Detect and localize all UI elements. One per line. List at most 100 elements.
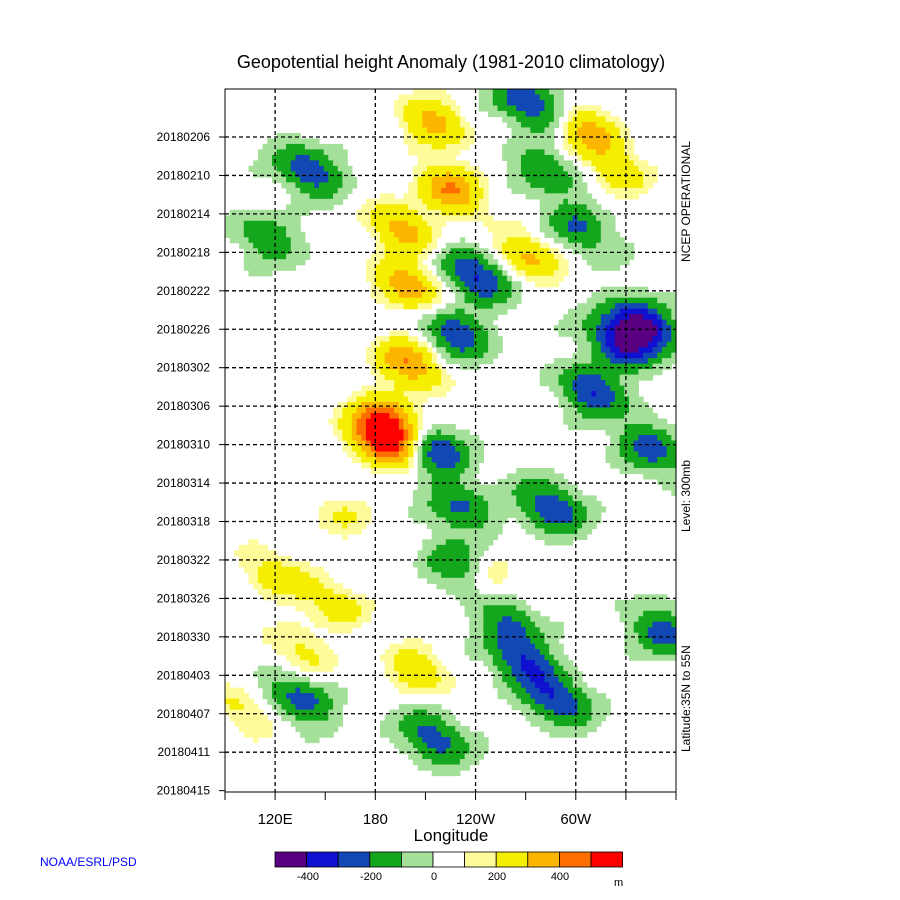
field-cell	[530, 193, 536, 200]
field-cell	[643, 187, 649, 194]
field-cell	[229, 704, 235, 711]
field-cell	[577, 231, 583, 238]
field-cell	[563, 215, 569, 222]
field-cell	[473, 566, 480, 573]
field-cell	[661, 435, 668, 442]
field-cell	[436, 116, 442, 123]
field-cell	[525, 473, 531, 480]
field-cell	[539, 110, 546, 118]
field-cell	[394, 643, 400, 650]
field-cell	[445, 325, 452, 332]
field-cell	[323, 577, 329, 584]
field-cell	[553, 94, 560, 101]
field-cell	[530, 154, 536, 161]
field-cell	[417, 478, 423, 486]
field-cell	[300, 588, 306, 595]
field-cell	[412, 511, 419, 518]
field-cell	[502, 149, 508, 156]
field-cell	[600, 248, 607, 255]
field-cell	[619, 121, 625, 129]
field-cell	[492, 506, 499, 513]
field-cell	[445, 94, 452, 101]
field-cell	[365, 462, 372, 469]
field-cell	[535, 616, 541, 623]
field-cell	[553, 215, 560, 222]
field-cell	[300, 242, 306, 249]
field-cell	[506, 182, 513, 189]
field-cell	[304, 588, 311, 595]
field-cell	[455, 429, 461, 436]
field-cell	[586, 385, 593, 392]
field-cell	[328, 154, 334, 161]
field-cell	[605, 396, 611, 403]
field-cell	[511, 116, 517, 123]
field-cell	[436, 89, 442, 96]
field-cell	[417, 160, 423, 167]
field-cell	[412, 407, 419, 414]
field-cell	[586, 402, 593, 409]
field-cell	[328, 160, 334, 167]
field-cell	[572, 391, 578, 398]
field-cell	[398, 369, 405, 376]
field-cell	[295, 182, 301, 189]
field-cell	[431, 204, 438, 211]
field-cell	[361, 445, 367, 453]
field-cell	[337, 160, 344, 167]
field-cell	[516, 89, 522, 96]
field-cell	[488, 286, 494, 293]
field-cell	[290, 198, 297, 205]
field-cell	[502, 89, 508, 96]
field-cell	[380, 237, 386, 244]
field-cell	[380, 369, 386, 376]
field-cell	[516, 165, 522, 172]
field-cell	[478, 533, 484, 540]
field-cell	[450, 566, 456, 573]
field-cell	[591, 511, 597, 518]
field-cell	[582, 160, 588, 167]
field-cell	[422, 484, 428, 491]
field-cell	[666, 319, 672, 326]
field-cell	[506, 143, 513, 151]
field-cell	[243, 259, 250, 266]
field-cell	[483, 319, 489, 326]
field-cell	[478, 281, 484, 288]
field-cell	[370, 275, 376, 282]
field-cell	[502, 500, 508, 507]
field-cell	[577, 347, 583, 354]
field-cell	[502, 610, 508, 617]
field-cell	[577, 187, 583, 194]
field-cell	[455, 198, 461, 205]
field-cell	[520, 248, 527, 255]
field-cell	[459, 462, 466, 469]
field-cell	[619, 424, 625, 431]
field-cell	[469, 270, 475, 277]
field-cell	[427, 385, 433, 392]
field-cell	[563, 418, 569, 425]
field-cell	[361, 594, 367, 601]
field-cell	[488, 594, 494, 601]
field-cell	[412, 682, 419, 689]
field-cell	[431, 292, 438, 299]
field-cell	[544, 638, 550, 645]
field-cell	[459, 138, 466, 145]
field-cell	[661, 330, 668, 337]
field-cell	[412, 286, 419, 293]
field-cell	[539, 528, 546, 535]
field-cell	[408, 116, 414, 123]
field-cell	[643, 654, 649, 661]
field-cell	[459, 242, 466, 249]
field-cell	[257, 149, 264, 156]
field-cell	[427, 286, 433, 293]
field-cell	[417, 550, 423, 557]
field-cell	[361, 215, 367, 222]
field-cell	[469, 627, 475, 634]
field-cell	[417, 253, 423, 260]
field-cell	[582, 396, 588, 403]
field-cell	[511, 231, 517, 238]
field-cell	[600, 286, 607, 293]
field-cell	[441, 682, 447, 689]
field-cell	[295, 572, 301, 579]
field-cell	[365, 347, 372, 354]
field-cell	[431, 385, 438, 392]
field-cell	[497, 231, 503, 238]
